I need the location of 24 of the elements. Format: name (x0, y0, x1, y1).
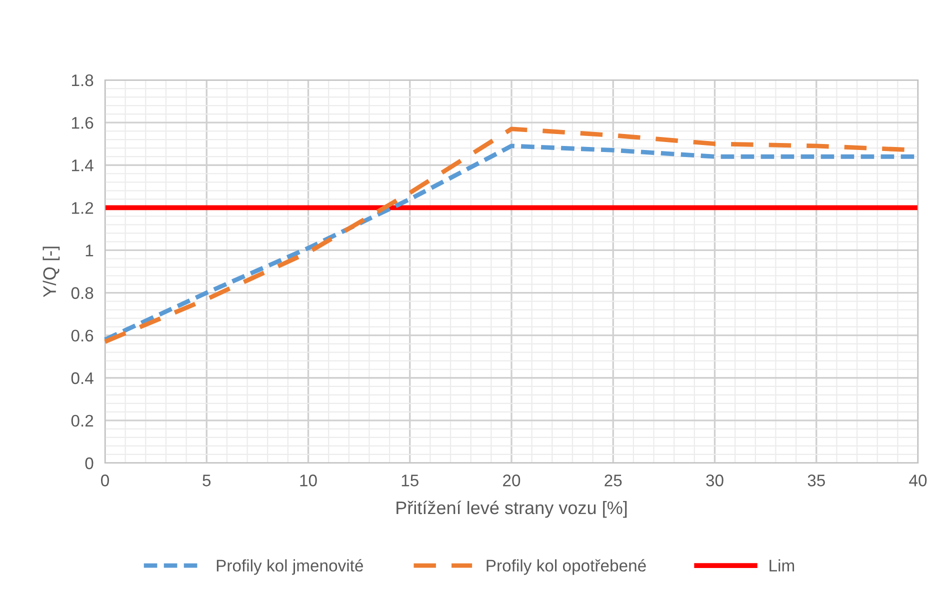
y-tick-label: 0 (85, 457, 94, 470)
x-tick-label: 0 (101, 474, 109, 486)
x-tick-label: 25 (604, 474, 622, 486)
y-tick-label: 1.8 (72, 74, 94, 86)
x-tick-label: 20 (503, 474, 520, 486)
x-tick-label: 40 (909, 474, 927, 486)
y-axis-title: Y/Q [-] (42, 246, 60, 298)
x-tick-label: 10 (300, 474, 317, 486)
x-axis-title: Přitížení levé strany vozu [%] (396, 500, 627, 518)
x-tick-label: 15 (402, 474, 418, 486)
y-tick-label: 1.2 (72, 202, 94, 214)
x-tick-label: 35 (808, 474, 825, 486)
y-tick-label: 0.2 (71, 414, 94, 427)
y-tick-label: 1.6 (72, 116, 94, 129)
legend-label: Lim (770, 559, 794, 572)
x-tick-label: 30 (706, 474, 724, 486)
y-tick-label: 1.4 (72, 160, 94, 172)
legend-label: Profily kol jmenovité (216, 559, 364, 575)
legend-label: Profily kol opotřebené (486, 559, 646, 575)
y-tick-label: 1 (86, 244, 94, 256)
y-tick-label: 0.4 (71, 372, 94, 384)
y-tick-label: 0.8 (71, 287, 94, 299)
y-tick-label: 0.6 (71, 330, 94, 342)
x-tick-label: 5 (202, 474, 211, 486)
